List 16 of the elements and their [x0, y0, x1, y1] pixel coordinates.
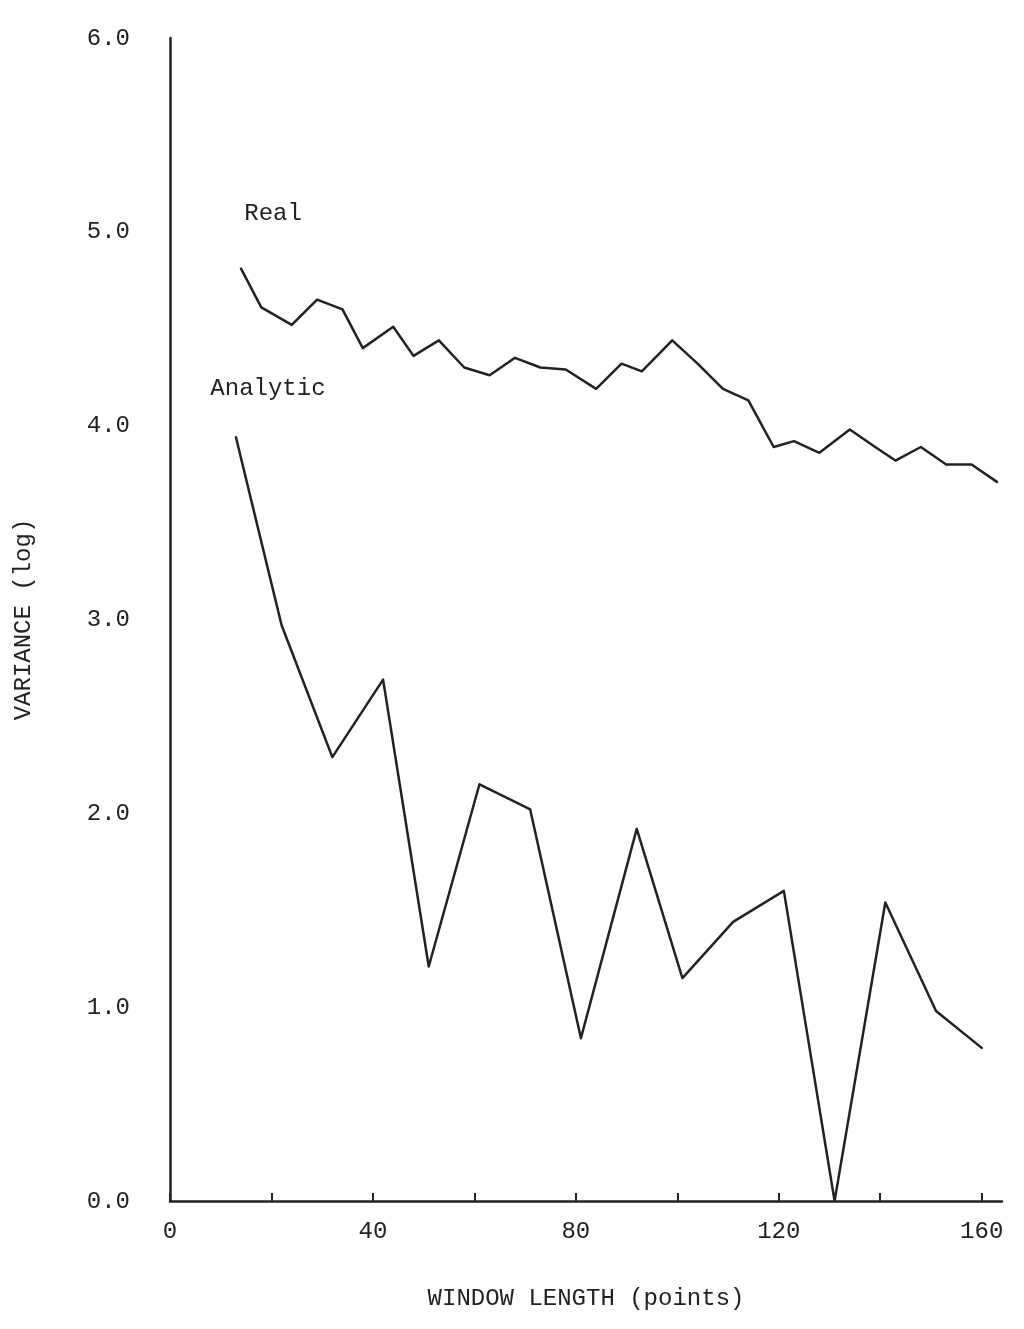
x-axis-title: WINDOW LENGTH (points) [427, 1284, 745, 1312]
y-tick-label: 0.0 [86, 1187, 130, 1215]
y-tick-label: 2.0 [86, 799, 130, 827]
x-tick-label: 40 [358, 1217, 388, 1245]
series-label: Real [244, 200, 302, 228]
y-tick-label: 1.0 [86, 993, 130, 1021]
x-tick-label: 120 [757, 1217, 801, 1245]
y-axis-title: VARIANCE (log) [9, 518, 37, 721]
y-tick-label: 5.0 [86, 218, 130, 246]
series-label: Analytic [210, 374, 326, 402]
x-tick-label: 0 [162, 1217, 178, 1245]
y-tick-label: 6.0 [86, 24, 130, 52]
x-tick-label: 80 [561, 1217, 591, 1245]
y-tick-label: 4.0 [86, 412, 130, 440]
y-tick-label: 3.0 [86, 606, 130, 633]
x-tick-label: 160 [960, 1217, 1004, 1245]
